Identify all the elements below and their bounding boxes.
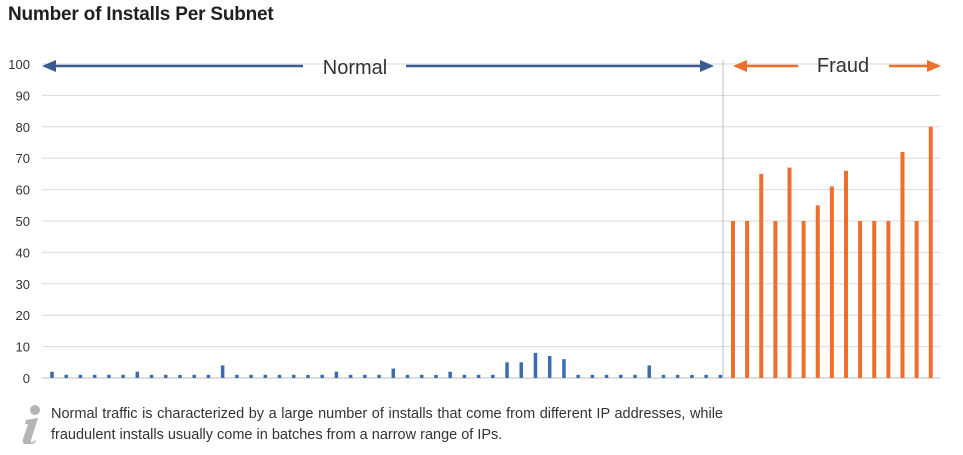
y-tick-label-90: 90 [16,88,30,103]
bar-normal-21 [334,371,339,378]
bar-normal-14 [235,374,239,378]
bar-normal-35 [533,352,538,378]
bar-chart: 0 10 20 30 40 50 60 70 80 90 100 Normal Fraud [8,55,941,386]
y-tick-label-50: 50 [16,214,30,229]
bar-normal-18 [291,374,296,378]
bar-fraud-8 [829,186,834,378]
bar-fraud-13 [900,151,905,378]
y-tick-label-20: 20 [16,308,30,323]
bar-normal-17 [277,374,282,378]
bar-fraud-2 [745,221,750,378]
bars [50,126,933,378]
bar-normal-27 [419,374,424,378]
info-icon [22,405,40,444]
bar-fraud-5 [787,167,792,378]
bar-normal-28 [434,374,438,378]
bar-normal-37 [562,359,566,378]
fraud-arrow-arrowhead-left [733,60,747,72]
bar-normal-31 [476,374,481,378]
bar-normal-42 [633,374,637,378]
bar-normal-24 [377,374,381,378]
bar-normal-1 [50,371,54,378]
bar-normal-6 [121,374,125,378]
bar-normal-45 [675,374,680,378]
bar-normal-46 [690,374,694,378]
bar-fraud-1 [731,221,735,378]
bar-normal-22 [348,374,353,378]
bar-fraud-7 [815,205,820,378]
bar-normal-32 [491,374,495,378]
y-tick-label-40: 40 [16,245,30,260]
bar-normal-33 [505,362,509,378]
bar-fraud-6 [801,221,806,378]
bar-fraud-10 [858,221,863,378]
bar-fraud-15 [928,126,933,378]
bar-normal-12 [206,374,211,378]
bar-normal-19 [306,374,310,378]
y-axis-tick-labels: 0 10 20 30 40 50 60 70 80 90 100 [8,57,30,386]
bar-normal-23 [363,374,367,378]
bar-normal-11 [192,374,196,378]
y-tick-label-0: 0 [23,371,30,386]
range-arrows: Normal Fraud [42,55,941,79]
bar-normal-5 [107,374,111,378]
bar-normal-30 [462,374,467,378]
bar-normal-9 [164,374,168,378]
y-tick-label-30: 30 [16,277,30,292]
y-tick-label-100: 100 [8,57,30,72]
bar-normal-38 [576,374,580,378]
bar-normal-41 [619,374,623,378]
normal-arrow-arrowhead-right [700,60,714,72]
bar-normal-43 [647,365,651,378]
bar-normal-44 [661,374,666,378]
bar-normal-7 [135,371,140,378]
bar-normal-25 [391,368,396,378]
chart-title: Number of Installs Per Subnet [8,4,274,25]
normal-range-label: Normal [323,57,387,79]
fraud-range-label: Fraud [817,55,869,77]
bar-normal-16 [263,374,268,378]
bar-normal-39 [590,374,595,378]
note-text: Normal traffic is characterized by a lar… [51,406,723,443]
bar-normal-29 [448,371,452,378]
bar-normal-34 [519,362,524,378]
bar-normal-4 [92,374,97,378]
bar-fraud-3 [759,173,764,378]
bar-normal-2 [64,374,68,378]
y-tick-label-60: 60 [16,183,30,198]
bar-fraud-11 [872,221,877,378]
bar-normal-3 [78,374,83,378]
bar-fraud-14 [914,221,919,378]
bar-fraud-12 [886,221,891,378]
bar-normal-26 [405,374,410,378]
y-tick-label-70: 70 [16,151,30,166]
bar-normal-15 [249,374,253,378]
bar-normal-36 [547,356,552,378]
bar-normal-47 [704,374,708,378]
bar-normal-8 [149,374,154,378]
bar-normal-13 [220,365,225,378]
fraud-arrow-arrowhead-right [927,60,941,72]
bar-normal-20 [320,374,324,378]
y-tick-label-10: 10 [16,340,30,355]
info-note: Normal traffic is characterized by a lar… [16,402,736,452]
bar-fraud-9 [844,170,848,378]
bar-normal-10 [178,374,182,378]
bar-normal-40 [604,374,609,378]
bar-normal-48 [718,374,723,378]
bar-fraud-4 [773,221,778,378]
y-tick-label-80: 80 [16,120,30,135]
normal-arrow-arrowhead-left [42,60,56,72]
